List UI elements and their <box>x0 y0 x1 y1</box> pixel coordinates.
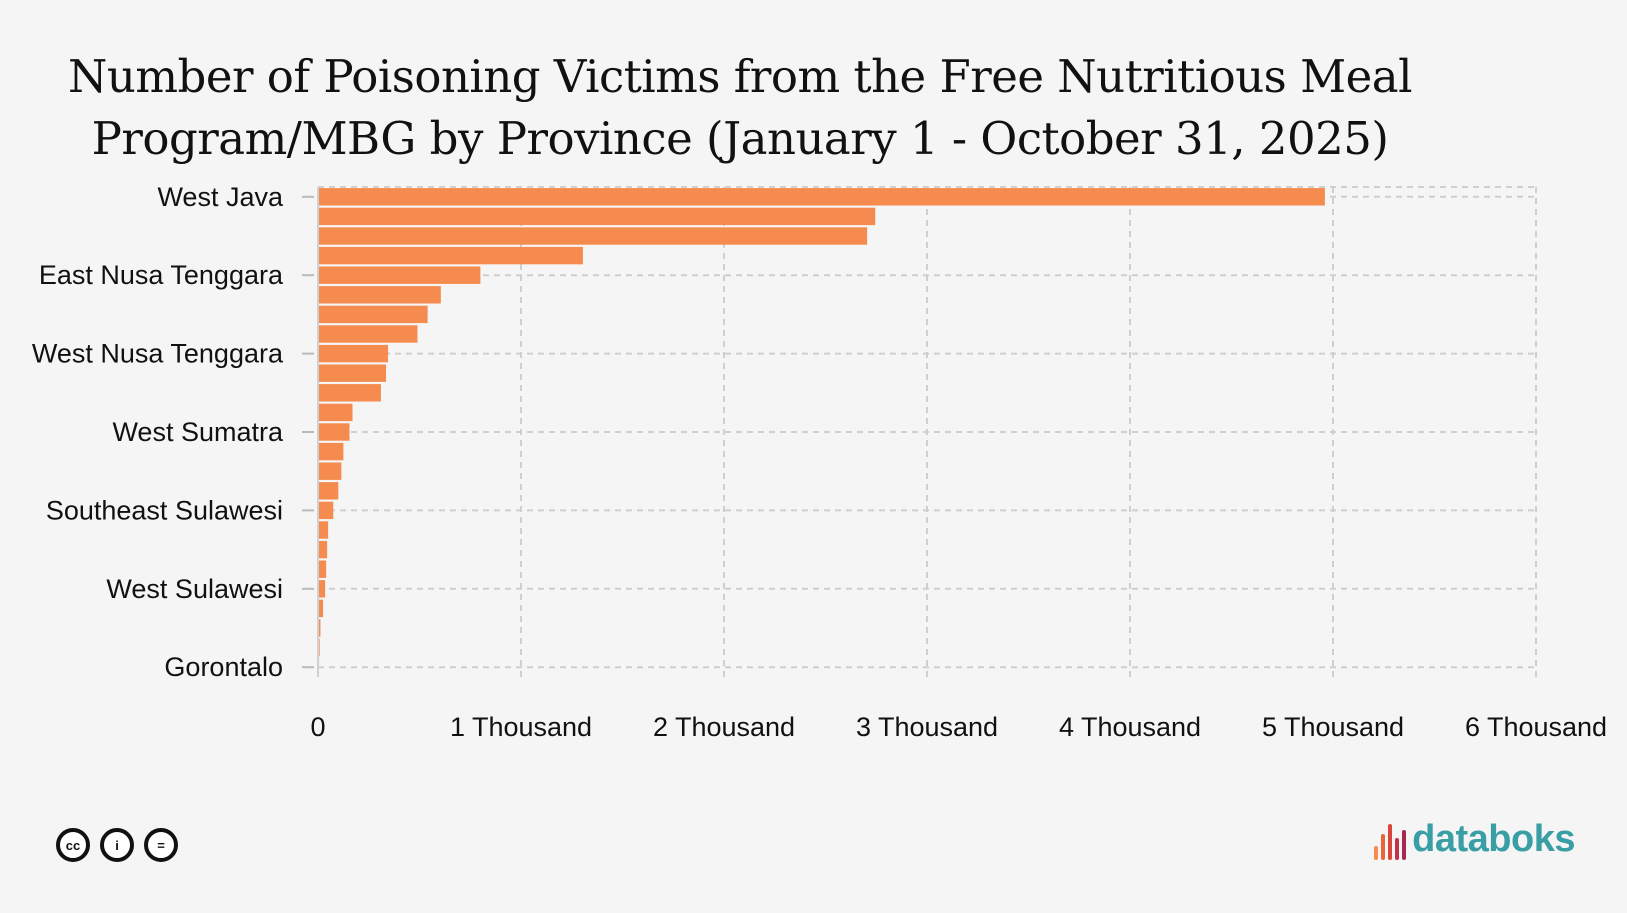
chart-title: Number of Poisoning Victims from the Fre… <box>0 46 1480 170</box>
y-tick-label: West Sulawesi <box>106 574 283 604</box>
x-tick-label: 4 Thousand <box>1059 712 1201 742</box>
license-icons: cc i = <box>56 828 178 862</box>
bar <box>318 521 329 539</box>
bar <box>318 423 350 441</box>
y-tick-label: Gorontalo <box>164 652 283 682</box>
x-tick-label: 5 Thousand <box>1262 712 1404 742</box>
x-tick-label: 0 <box>310 712 325 742</box>
y-tick-label: West Nusa Tenggara <box>32 339 284 369</box>
bar <box>318 364 387 382</box>
bar <box>318 462 342 480</box>
x-tick-label: 1 Thousand <box>450 712 592 742</box>
bar <box>318 384 381 402</box>
y-tick-label: Southeast Sulawesi <box>46 495 283 525</box>
x-tick-label: 6 Thousand <box>1465 712 1607 742</box>
bar <box>318 540 328 559</box>
databoks-logo: databoks <box>1374 818 1575 861</box>
bar <box>318 227 868 245</box>
nd-icon: = <box>144 828 178 862</box>
logo-text: databoks <box>1412 818 1575 860</box>
y-tick-label: East Nusa Tenggara <box>39 260 284 290</box>
bar <box>318 325 418 343</box>
bar <box>318 207 876 226</box>
by-icon: i <box>100 828 134 862</box>
bar <box>318 286 441 304</box>
bar <box>318 442 344 461</box>
bar <box>318 305 428 324</box>
bar <box>318 482 339 500</box>
cc-icon: cc <box>56 828 90 862</box>
bar <box>318 619 321 637</box>
x-tick-label: 3 Thousand <box>856 712 998 742</box>
bar <box>318 501 334 520</box>
bar <box>318 560 327 578</box>
bar <box>318 344 389 363</box>
x-tick-label: 2 Thousand <box>653 712 795 742</box>
bar <box>318 599 324 618</box>
bar <box>318 580 326 598</box>
logo-mark-icon <box>1374 820 1407 860</box>
bar <box>318 188 1325 206</box>
bar <box>318 266 481 284</box>
chart-title-line-2: Program/MBG by Province (January 1 - Oct… <box>91 112 1389 165</box>
y-tick-label: West Sumatra <box>112 417 284 447</box>
bar <box>318 246 583 265</box>
chart-title-line-1: Number of Poisoning Victims from the Fre… <box>67 50 1413 103</box>
bar <box>318 403 353 422</box>
y-tick-label: West Java <box>157 182 284 212</box>
